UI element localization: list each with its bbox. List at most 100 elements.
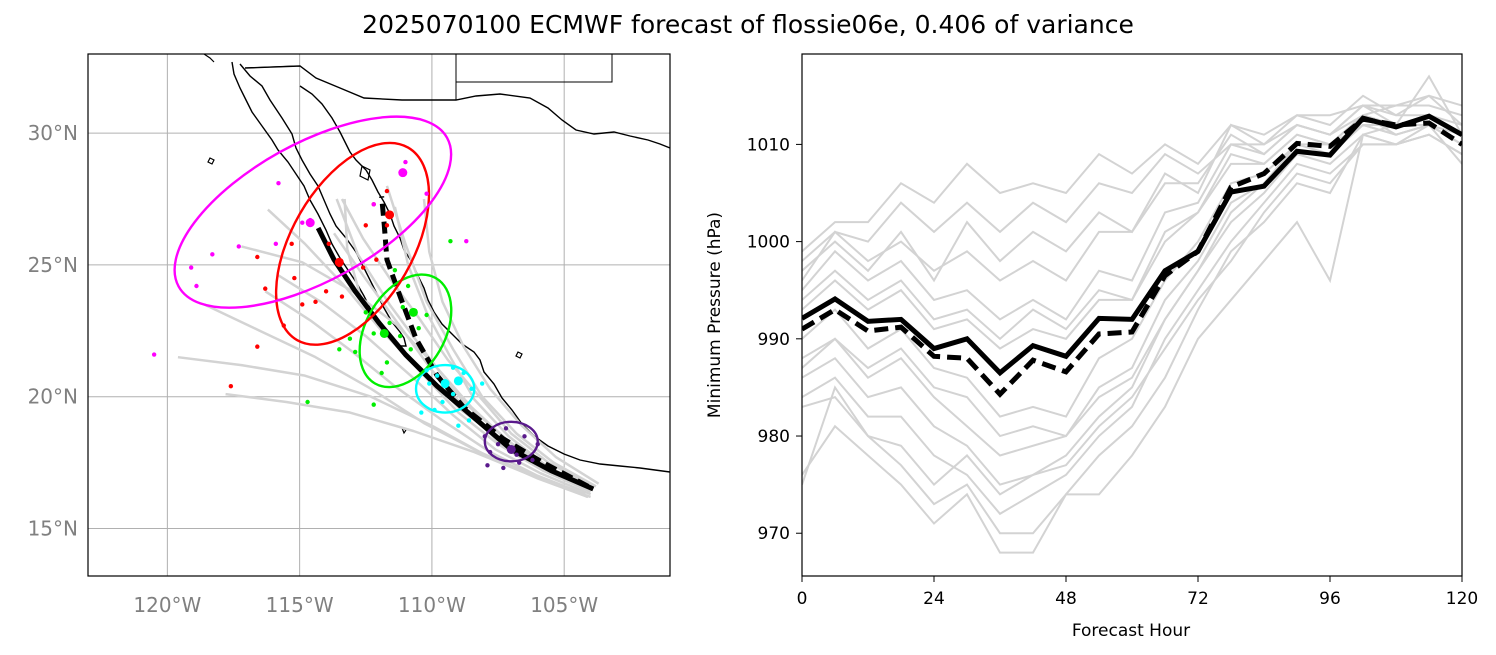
uncertainty-ellipses — [173, 115, 539, 463]
member-point-cyan — [466, 418, 472, 423]
member-point-green — [337, 347, 342, 352]
member-point-cyan — [469, 386, 474, 392]
map-ytick-label: 15°N — [28, 517, 78, 541]
member-point-green — [352, 349, 358, 355]
member-point-large — [305, 218, 315, 228]
ensemble-pressure-line — [802, 94, 1462, 282]
mainland-coastline — [244, 65, 670, 149]
member-point-magenta — [403, 159, 408, 165]
ensemble-pressure-line — [802, 133, 1462, 496]
ensemble-pressure-line — [802, 114, 1462, 418]
member-point-green — [416, 325, 421, 331]
member-point-red — [384, 223, 390, 228]
member-point-purple — [517, 460, 522, 465]
pressure-xtick-label: 0 — [797, 589, 808, 609]
ensemble-track — [340, 198, 594, 488]
member-point-large — [398, 168, 408, 178]
map-xtick-label: 115°W — [266, 593, 334, 617]
member-point-green — [371, 402, 376, 407]
pressure-tick-labels: 0 24 48 72 96 120 970 980 990 1000 1010 — [747, 135, 1478, 609]
member-point-large — [408, 307, 418, 317]
map-grid — [88, 54, 670, 576]
map-frame — [87, 53, 671, 577]
pressure-panel: 0 24 48 72 96 120 970 980 990 1000 1010 Forecast H… — [705, 53, 1478, 641]
member-point-large — [440, 379, 450, 389]
pressure-xtick-label: 120 — [1446, 589, 1478, 609]
member-point-red — [292, 275, 297, 281]
member-point-green — [305, 399, 310, 405]
island-tiburon — [359, 165, 371, 181]
member-point-red — [255, 344, 260, 349]
member-point-magenta — [188, 265, 194, 270]
map-tick-labels: 120°W 115°W 110°W 105°W 15°N 20°N 25°N 30°N — [28, 121, 599, 617]
member-point-red — [263, 286, 268, 291]
pressure-xlabel: Forecast Hour — [1072, 621, 1190, 641]
member-point-purple — [503, 426, 509, 431]
member-point-red — [374, 257, 379, 262]
map-xtick-label: 110°W — [398, 593, 466, 617]
uncertainty-ellipse — [483, 420, 539, 463]
member-point-red — [281, 323, 286, 328]
baja-coastline — [231, 61, 407, 347]
member-point-red — [255, 254, 260, 260]
member-point-green — [397, 333, 403, 339]
ensemble-pressure-line — [802, 104, 1462, 253]
member-point-large — [385, 210, 395, 220]
member-point-green — [371, 331, 376, 336]
member-point-green — [347, 336, 353, 341]
member-point-red — [313, 299, 318, 305]
member-positions — [151, 159, 540, 471]
member-point-magenta — [371, 202, 376, 207]
member-point-large — [334, 257, 344, 267]
pressure-ytick-label: 980 — [758, 427, 790, 447]
island-small-2 — [515, 351, 523, 359]
member-point-green — [424, 312, 429, 318]
pressure-ytick-label: 970 — [758, 524, 790, 544]
pressure-xtick-label: 96 — [1319, 589, 1341, 609]
member-point-magenta — [194, 283, 199, 289]
member-point-red — [228, 383, 234, 389]
uncertainty-ellipse — [358, 273, 453, 389]
member-point-large — [379, 328, 389, 338]
pressure-xtick-label: 48 — [1055, 589, 1077, 609]
member-point-green — [405, 283, 411, 289]
member-point-large — [453, 376, 463, 386]
ensemble-pressure-line — [802, 74, 1462, 535]
member-point-green — [408, 347, 413, 352]
member-point-purple — [535, 441, 540, 447]
member-point-magenta — [424, 191, 429, 196]
member-point-cyan — [450, 365, 456, 370]
pressure-ytick-label: 1010 — [747, 135, 790, 155]
member-point-cyan — [419, 410, 424, 415]
map-xtick-label: 120°W — [133, 593, 201, 617]
pressure-xtick-label: 24 — [923, 589, 945, 609]
map-xtick-label: 105°W — [530, 593, 598, 617]
map-ytick-label: 30°N — [28, 121, 78, 145]
member-point-purple — [482, 434, 488, 439]
member-point-red — [384, 188, 390, 194]
coastline — [203, 54, 670, 473]
member-point-cyan — [424, 368, 429, 373]
uncertainty-ellipse — [274, 141, 431, 346]
ensemble-pressure-line — [802, 123, 1462, 438]
member-point-large — [506, 444, 516, 454]
member-point-green — [400, 304, 406, 310]
ensemble-pressure-line — [802, 104, 1462, 283]
ensemble-track — [264, 290, 586, 496]
us-mexico-border — [244, 54, 613, 100]
deterministic-pressure-line — [802, 113, 1462, 377]
member-point-magenta — [300, 220, 305, 225]
map-ytick-label: 20°N — [28, 385, 78, 409]
member-point-green — [363, 310, 368, 315]
member-point-cyan — [432, 407, 437, 413]
member-point-green — [379, 370, 384, 376]
pressure-frame — [801, 53, 1463, 577]
member-point-cyan — [450, 391, 456, 397]
member-point-magenta — [151, 352, 157, 357]
member-point-cyan — [461, 370, 466, 376]
member-point-cyan — [479, 381, 485, 386]
member-point-purple — [495, 441, 501, 447]
member-point-purple — [530, 457, 535, 463]
ensemble-pressure-line — [802, 133, 1462, 486]
member-point-green — [392, 267, 398, 273]
